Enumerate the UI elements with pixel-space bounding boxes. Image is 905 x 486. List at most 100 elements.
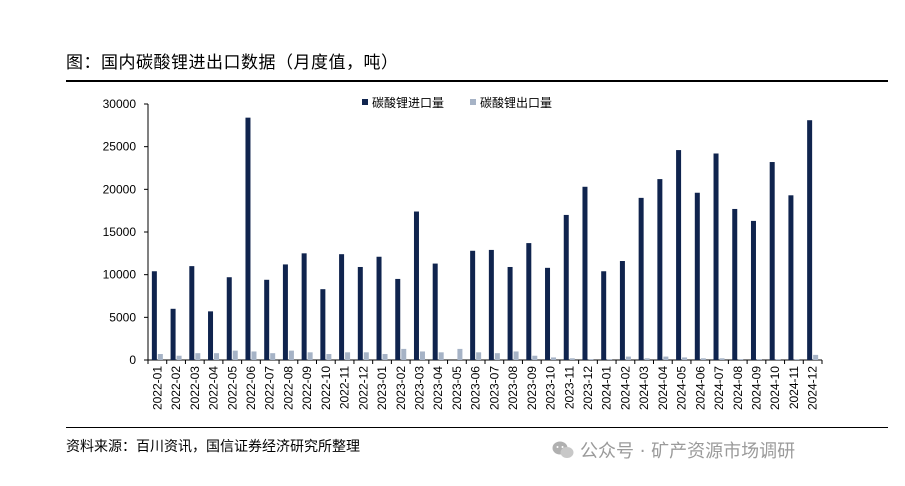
export-bar [232, 350, 238, 360]
export-bar [738, 359, 744, 360]
y-tick-label: 0 [129, 353, 136, 367]
export-bar [195, 353, 201, 360]
y-tick-label: 10000 [103, 268, 137, 282]
x-tick-label: 2024-01 [600, 366, 614, 410]
export-bar [382, 354, 388, 360]
x-tick-labels: 2022-01 2022-02 2022-03 2022-04 2022-05 2022-… [147, 360, 823, 410]
export-bar [625, 356, 631, 360]
export-bar [756, 359, 762, 360]
x-tick-label: 2024-03 [637, 366, 651, 410]
export-bar [588, 359, 594, 360]
import-bar [713, 153, 719, 360]
import-bar [545, 267, 551, 360]
watermark-text: 公众号 · 矿产资源市场调研 [580, 441, 796, 462]
x-tick-label: 2024-12 [806, 366, 820, 410]
export-bar [326, 354, 332, 360]
title-rule [66, 80, 888, 82]
export-bar [307, 352, 313, 360]
export-bar [270, 353, 276, 360]
import-bar [357, 266, 363, 360]
x-tick-label: 2024-04 [656, 366, 670, 410]
import-bar [282, 264, 288, 360]
source-note: 资料来源：百川资讯，国信证券经济研究所整理 [66, 439, 360, 455]
import-bar [750, 220, 756, 360]
import-bar [582, 186, 588, 360]
x-tick-label: 2023-01 [375, 366, 389, 410]
import-bar [563, 214, 569, 360]
x-tick-label: 2023-03 [412, 366, 426, 410]
x-tick-label: 2024-10 [768, 366, 782, 410]
export-bar [532, 355, 538, 360]
x-tick-label: 2023-02 [394, 366, 408, 410]
export-bar [719, 358, 725, 360]
import-bar [638, 197, 644, 360]
export-bar [682, 357, 688, 360]
x-tick-label: 2023-09 [525, 366, 539, 410]
export-bar [288, 350, 294, 360]
export-bar [663, 356, 669, 360]
x-tick-label: 2022-11 [338, 366, 352, 409]
x-tick-label: 2022-09 [300, 366, 314, 410]
x-tick-label: 2023-11 [562, 366, 576, 409]
x-tick-label: 2023-12 [581, 366, 595, 410]
export-bar [157, 354, 163, 360]
export-bar [494, 353, 500, 360]
x-tick-label: 2022-12 [356, 366, 370, 410]
x-tick-label: 2024-07 [712, 366, 726, 410]
legend: 碳酸锂进口量 碳酸锂出口量 [362, 95, 552, 110]
export-bar [363, 352, 369, 360]
x-tick-label: 2023-07 [487, 366, 501, 410]
y-tick-label: 25000 [103, 140, 137, 154]
import-bar [732, 208, 738, 360]
import-bar [245, 117, 251, 360]
x-tick-label: 2022-03 [188, 366, 202, 410]
import-bar [339, 254, 345, 360]
y-tick-label: 15000 [103, 225, 137, 239]
import-bar [170, 308, 176, 360]
export-bar [513, 351, 519, 360]
x-tick-label: 2023-06 [469, 366, 483, 410]
y-tick-label: 30000 [103, 97, 137, 111]
legend-label: 碳酸锂进口量 [372, 95, 444, 110]
export-bar [607, 359, 613, 360]
import-bar [807, 120, 813, 360]
legend-swatch [362, 99, 368, 105]
export-bar [794, 359, 800, 360]
import-bar [769, 162, 775, 360]
import-bar [301, 253, 307, 360]
import-bar [395, 278, 401, 360]
export-bar [457, 348, 463, 360]
x-tick-label: 2022-10 [319, 366, 333, 410]
import-bar [507, 266, 513, 360]
import-bar [676, 150, 682, 360]
export-bar [214, 353, 220, 360]
import-bar [376, 256, 382, 360]
x-tick-label: 2024-06 [693, 366, 707, 410]
x-tick-label: 2022-01 [150, 366, 164, 410]
x-tick-label: 2022-02 [169, 366, 183, 410]
export-bar [251, 351, 257, 360]
x-tick-label: 2024-11 [787, 366, 801, 409]
x-tick-label: 2024-09 [749, 366, 763, 410]
watermark: 公众号 · 矿产资源市场调研 [552, 437, 795, 463]
x-tick-label: 2024-05 [675, 366, 689, 410]
import-bar [208, 311, 214, 360]
import-bar [619, 261, 625, 360]
export-bar [438, 352, 444, 360]
y-tick-label: 20000 [103, 182, 137, 196]
import-bar [788, 195, 794, 360]
y-tick-label: 5000 [109, 310, 136, 324]
import-bar [151, 271, 157, 360]
export-bar [476, 352, 482, 360]
export-bar [775, 359, 781, 360]
y-ticks: 0 5000 10000 15000 20000 25000 30000 [103, 97, 148, 367]
import-bar [601, 271, 607, 360]
export-bar [345, 352, 351, 360]
export-bar [401, 348, 407, 360]
export-bar [644, 358, 650, 360]
export-bar [813, 354, 819, 360]
export-bar [176, 355, 182, 360]
legend-swatch [470, 99, 476, 105]
import-bar [432, 263, 438, 360]
export-bar [551, 357, 557, 360]
